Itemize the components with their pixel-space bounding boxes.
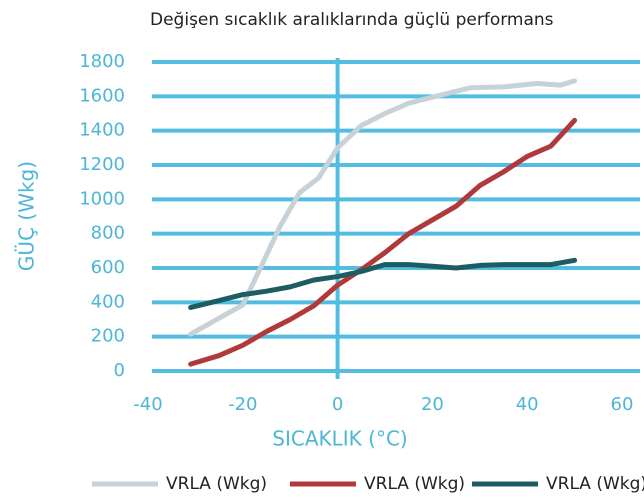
y-tick-label: 1200 bbox=[79, 154, 125, 175]
x-tick-label: -20 bbox=[228, 394, 257, 415]
x-tick-label: 60 bbox=[611, 394, 634, 415]
y-axis-label: GÜÇ (Wkg) bbox=[15, 161, 39, 271]
data-line bbox=[188, 78, 578, 337]
x-tick-label: 20 bbox=[421, 394, 444, 415]
y-tick-label: 1600 bbox=[79, 85, 125, 106]
data-line bbox=[188, 257, 578, 310]
legend-label: VRLA (Wkg) bbox=[364, 474, 465, 494]
y-tick-label: 0 bbox=[114, 360, 125, 381]
chart-title: Değişen sıcaklık aralıklarında güçlü per… bbox=[150, 10, 554, 30]
x-axis-label: SICAKLIK (°C) bbox=[272, 427, 407, 451]
legend-label: VRLA (Wkg) bbox=[166, 474, 267, 494]
x-tick-label: 40 bbox=[516, 394, 539, 415]
y-tick-label: 1800 bbox=[79, 51, 125, 72]
x-tick-label: -40 bbox=[133, 394, 162, 415]
y-tick-label: 1400 bbox=[79, 120, 125, 141]
y-tick-label: 200 bbox=[91, 326, 125, 347]
y-tick-label: 400 bbox=[91, 291, 125, 312]
y-tick-label: 600 bbox=[91, 257, 125, 278]
x-tick-label: 0 bbox=[332, 394, 343, 415]
data-line bbox=[188, 117, 578, 367]
y-tick-label: 800 bbox=[91, 223, 125, 244]
y-tick-label: 1000 bbox=[79, 188, 125, 209]
legend-label: VRLA (Wkg) bbox=[546, 474, 644, 494]
